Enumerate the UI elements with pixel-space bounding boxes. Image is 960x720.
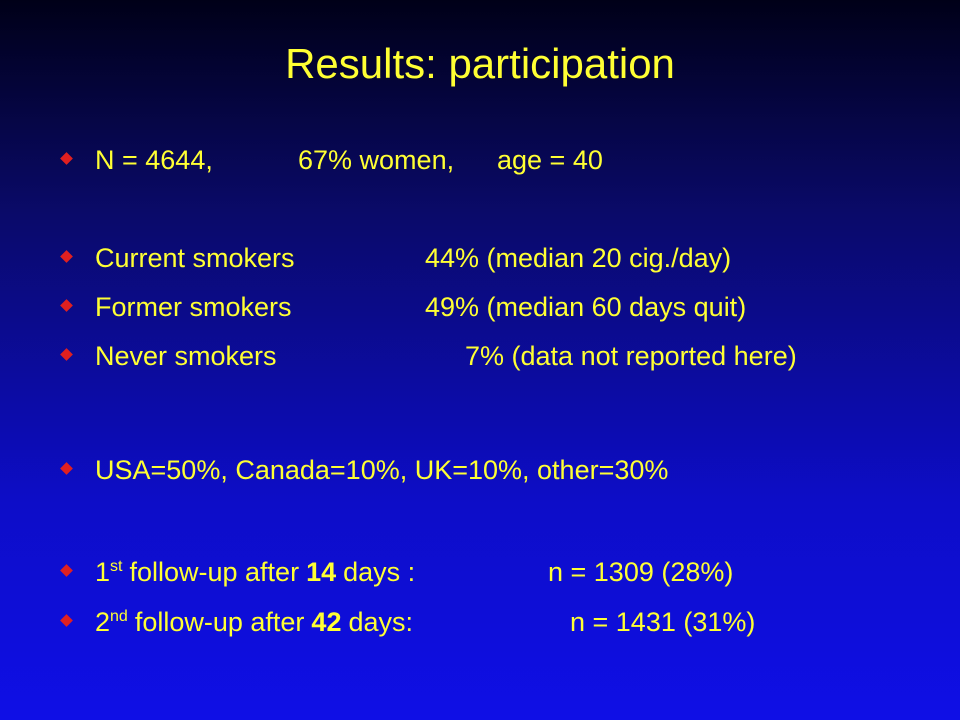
bullet-text: 44% (median 20 cig./day): [425, 243, 732, 273]
bullet-marker: [60, 152, 73, 165]
bullet-text: n = 1431 (31%): [570, 607, 756, 637]
bullet-text: N = 4644,: [95, 145, 213, 175]
ordinal: 2: [95, 607, 111, 637]
text: days :: [343, 557, 416, 587]
text: follow-up after: [134, 607, 305, 637]
days: 42: [311, 607, 342, 637]
bullet-marker: [60, 299, 73, 312]
bullet-marker: [60, 462, 73, 475]
bullet-marker: [60, 614, 73, 627]
bullet-text: 49% (median 60 days quit): [425, 292, 747, 322]
bullet-text: Former smokers: [95, 292, 292, 322]
bullet-text: 2nd follow-up after 42 days:: [95, 604, 413, 645]
text: days:: [348, 607, 414, 637]
ordinal-suffix: st: [110, 558, 123, 575]
text: follow-up after: [129, 557, 300, 587]
ordinal-suffix: nd: [110, 608, 128, 625]
bullet-text: age = 40: [497, 145, 603, 175]
ordinal: 1: [95, 557, 111, 587]
bullet-text: Never smokers: [95, 341, 277, 371]
bullet-marker: [60, 564, 73, 577]
bullet-text: n = 1309 (28%): [548, 557, 734, 587]
days: 14: [306, 557, 337, 587]
bullet-text: USA=50%, Canada=10%, UK=10%, other=30%: [95, 455, 669, 485]
bullet-text: 1st follow-up after 14 days :: [95, 554, 415, 595]
bullet-marker: [60, 348, 73, 361]
bullet-text: 67% women,: [298, 145, 455, 175]
bullet-text: 7% (data not reported here): [465, 341, 797, 371]
bullet-text: Current smokers: [95, 243, 295, 273]
bullet-marker: [60, 250, 73, 263]
slide-title: Results: participation: [285, 40, 675, 87]
